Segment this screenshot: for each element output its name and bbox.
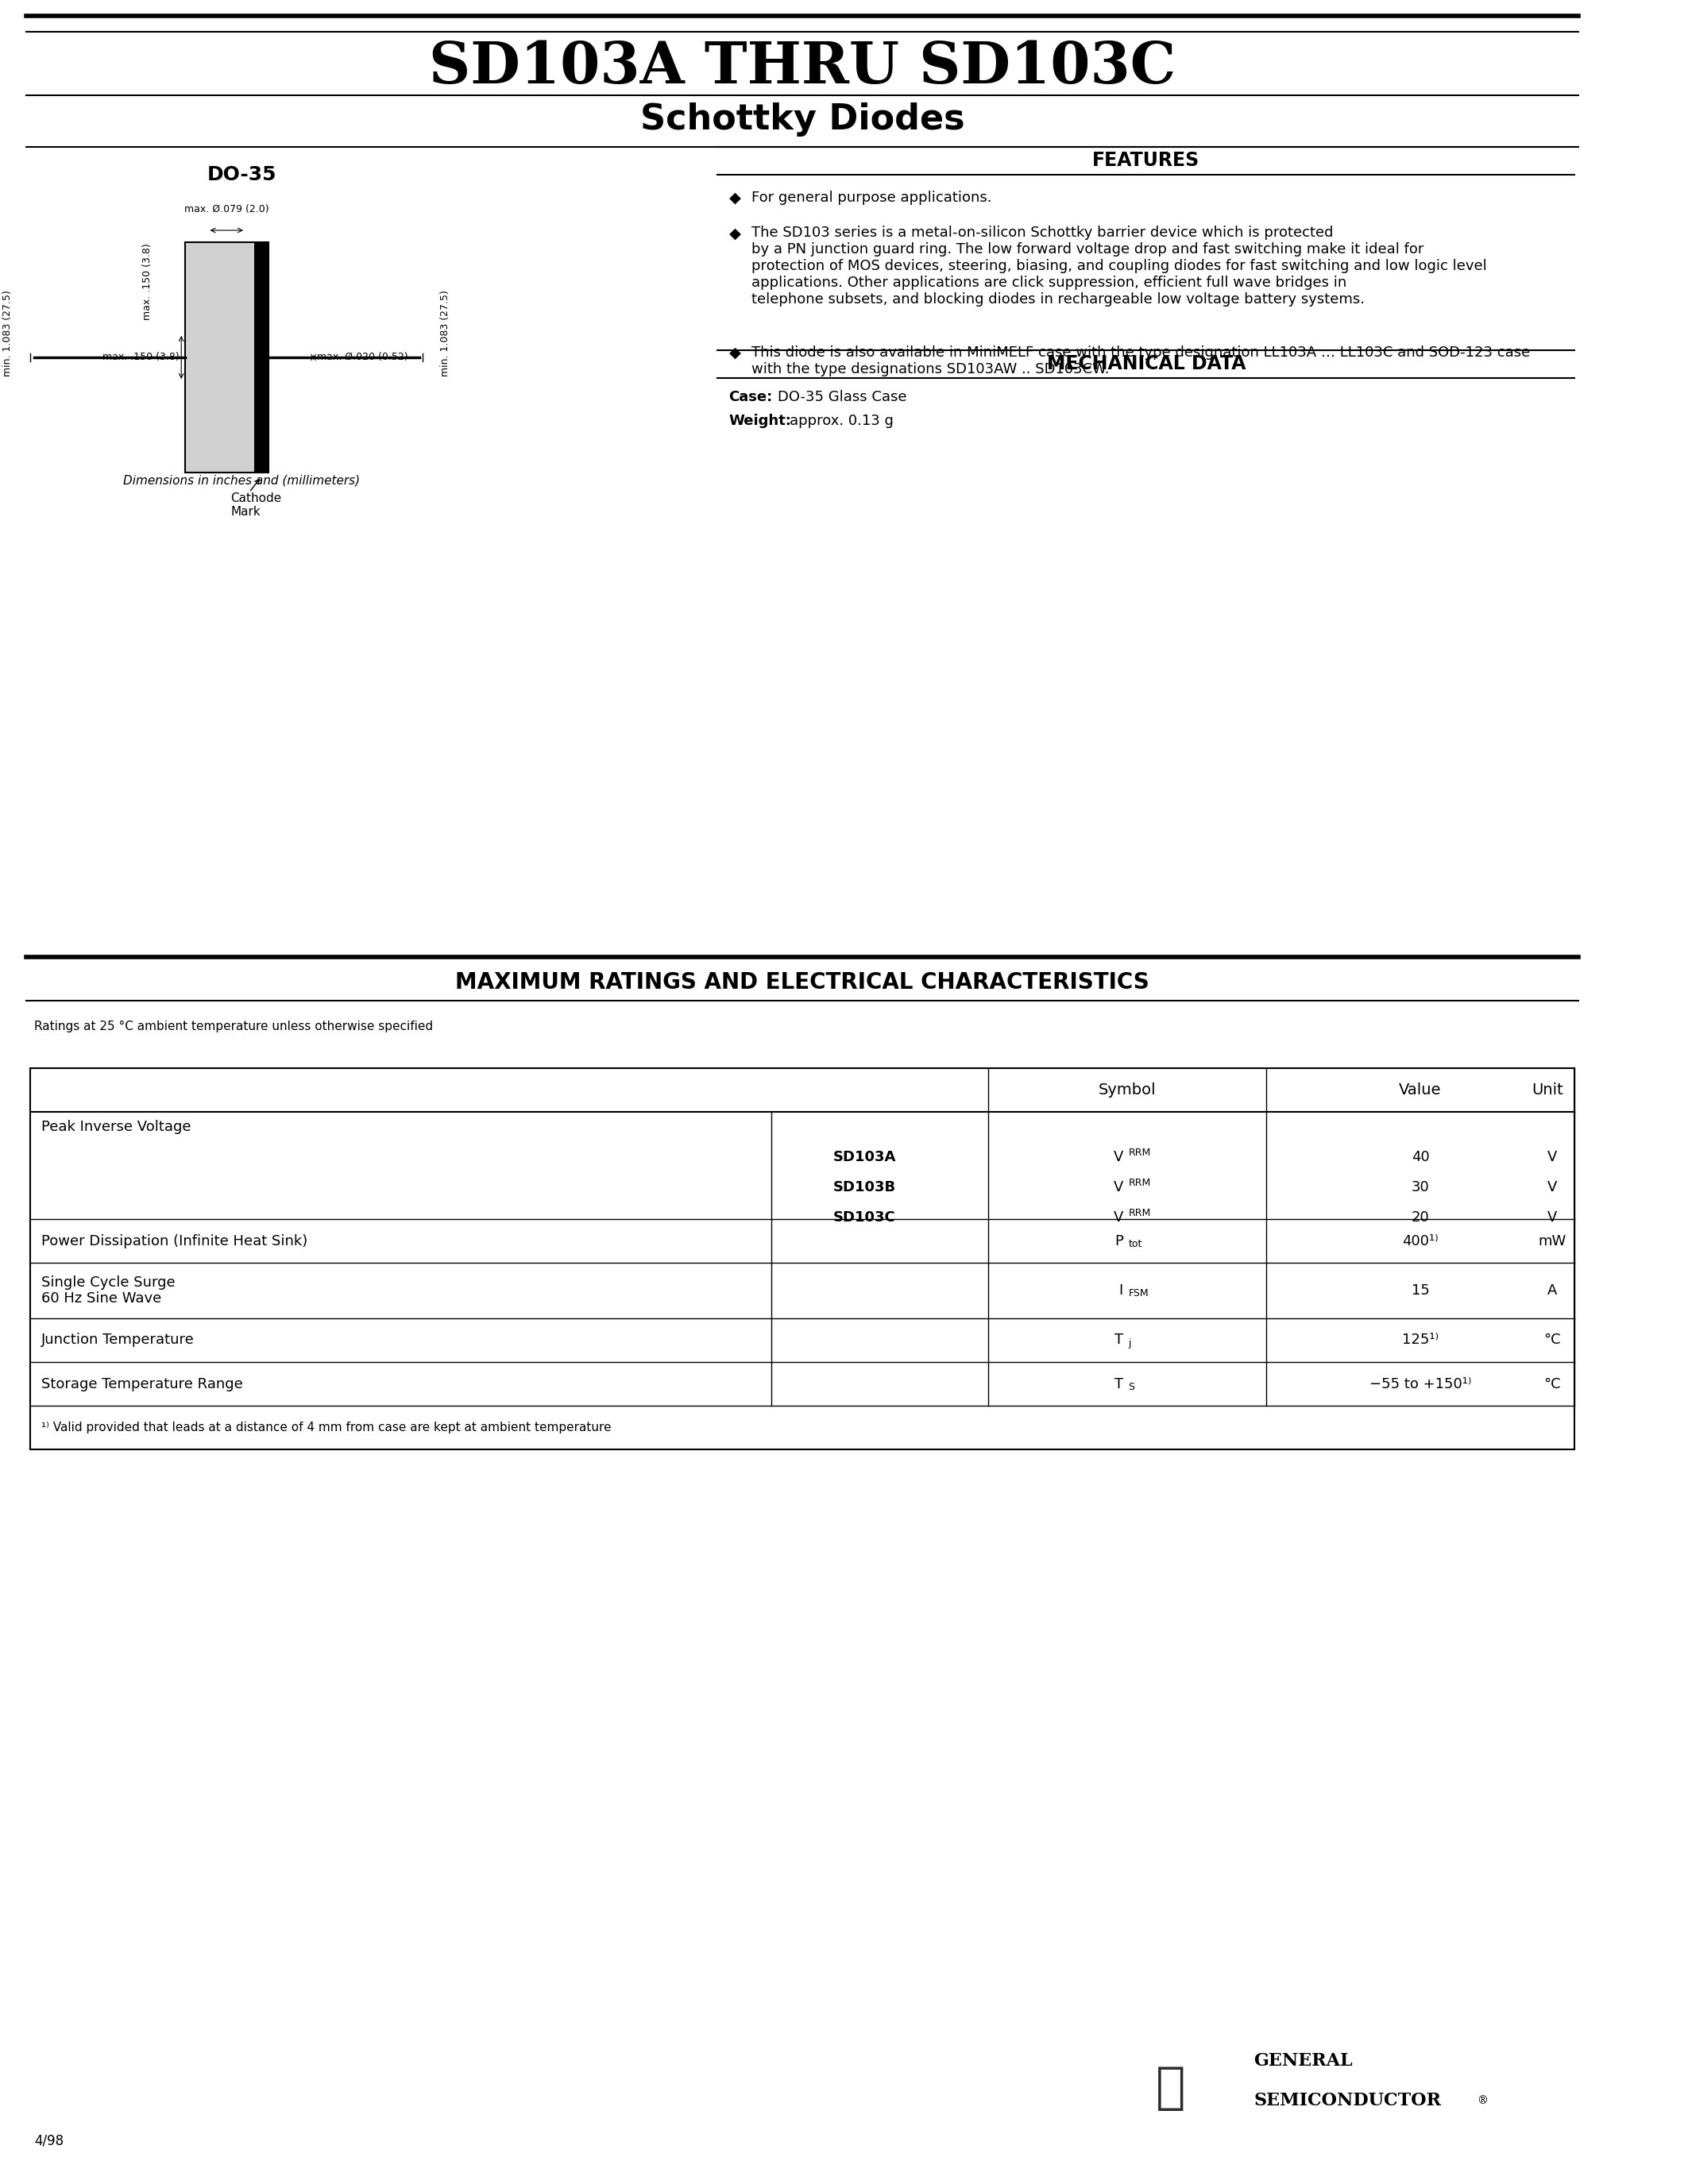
Text: Symbol: Symbol bbox=[1097, 1083, 1156, 1099]
Text: Junction Temperature: Junction Temperature bbox=[42, 1332, 194, 1348]
Text: MECHANICAL DATA: MECHANICAL DATA bbox=[1047, 354, 1246, 373]
Text: DO-35 Glass Case: DO-35 Glass Case bbox=[778, 391, 906, 404]
Text: max. Ø.020 (0.52): max. Ø.020 (0.52) bbox=[317, 352, 408, 363]
Text: The SD103 series is a metal-on-silicon Schottky barrier device which is protecte: The SD103 series is a metal-on-silicon S… bbox=[751, 225, 1487, 306]
Text: max. .150 (3.8): max. .150 (3.8) bbox=[142, 245, 152, 321]
Text: SD103A: SD103A bbox=[834, 1151, 896, 1164]
Text: A: A bbox=[1548, 1284, 1556, 1297]
Text: V: V bbox=[1548, 1151, 1556, 1164]
Text: j: j bbox=[1128, 1339, 1131, 1348]
Text: S: S bbox=[1128, 1382, 1134, 1391]
Text: 20: 20 bbox=[1411, 1210, 1430, 1225]
Text: ◆: ◆ bbox=[729, 190, 741, 205]
Text: T: T bbox=[1114, 1376, 1123, 1391]
Text: ◆: ◆ bbox=[729, 225, 741, 240]
Text: 30: 30 bbox=[1411, 1179, 1430, 1195]
Text: ¹⁾ Valid provided that leads at a distance of 4 mm from case are kept at ambient: ¹⁾ Valid provided that leads at a distan… bbox=[42, 1422, 611, 1433]
Text: T: T bbox=[1114, 1332, 1123, 1348]
Text: SD103A THRU SD103C: SD103A THRU SD103C bbox=[429, 39, 1177, 96]
Text: SD103B: SD103B bbox=[834, 1179, 896, 1195]
Bar bbox=[255, 242, 268, 472]
Text: SD103C: SD103C bbox=[834, 1210, 896, 1225]
Text: Peak Inverse Voltage: Peak Inverse Voltage bbox=[42, 1120, 191, 1133]
Text: Unit: Unit bbox=[1533, 1083, 1563, 1099]
Text: Case:: Case: bbox=[729, 391, 773, 404]
Text: Storage Temperature Range: Storage Temperature Range bbox=[42, 1376, 243, 1391]
Text: min. 1.083 (27.5): min. 1.083 (27.5) bbox=[2, 290, 14, 378]
Text: SEMICONDUCTOR: SEMICONDUCTOR bbox=[1254, 2092, 1442, 2110]
Text: °C: °C bbox=[1543, 1332, 1561, 1348]
Text: Ratings at 25 °C ambient temperature unless otherwise specified: Ratings at 25 °C ambient temperature unl… bbox=[34, 1020, 432, 1033]
Text: This diode is also available in MiniMELF case with the type designation LL103A …: This diode is also available in MiniMELF… bbox=[751, 345, 1531, 376]
Text: 4/98: 4/98 bbox=[34, 2134, 64, 2149]
Text: °C: °C bbox=[1543, 1376, 1561, 1391]
Text: Single Cycle Surge
60 Hz Sine Wave: Single Cycle Surge 60 Hz Sine Wave bbox=[42, 1275, 176, 1306]
Text: ®: ® bbox=[1477, 2094, 1487, 2105]
Bar bbox=[186, 242, 268, 472]
Text: Dimensions in inches and (millimeters): Dimensions in inches and (millimeters) bbox=[123, 474, 360, 487]
Text: 15: 15 bbox=[1411, 1284, 1430, 1297]
Text: V: V bbox=[1548, 1210, 1556, 1225]
Text: Ⓖ: Ⓖ bbox=[1156, 2064, 1185, 2112]
Text: FSM: FSM bbox=[1128, 1289, 1150, 1299]
Text: Schottky Diodes: Schottky Diodes bbox=[640, 103, 966, 135]
Text: V: V bbox=[1114, 1151, 1123, 1164]
Text: Weight:: Weight: bbox=[729, 413, 792, 428]
Text: MAXIMUM RATINGS AND ELECTRICAL CHARACTERISTICS: MAXIMUM RATINGS AND ELECTRICAL CHARACTER… bbox=[456, 972, 1150, 994]
Text: GENERAL: GENERAL bbox=[1254, 2053, 1352, 2070]
Text: tot: tot bbox=[1128, 1238, 1143, 1249]
Text: Value: Value bbox=[1399, 1083, 1442, 1099]
Text: FEATURES: FEATURES bbox=[1092, 151, 1200, 170]
Text: max. .150 (3.8): max. .150 (3.8) bbox=[103, 352, 179, 363]
Text: RRM: RRM bbox=[1128, 1147, 1151, 1158]
Text: I: I bbox=[1119, 1284, 1123, 1297]
Text: V: V bbox=[1114, 1210, 1123, 1225]
Text: V: V bbox=[1114, 1179, 1123, 1195]
Text: RRM: RRM bbox=[1128, 1208, 1151, 1219]
Text: DO-35: DO-35 bbox=[208, 166, 277, 183]
Text: ◆: ◆ bbox=[729, 345, 741, 360]
Text: −55 to +150¹⁾: −55 to +150¹⁾ bbox=[1369, 1376, 1472, 1391]
Text: min. 1.083 (27.5): min. 1.083 (27.5) bbox=[441, 290, 451, 378]
Text: 400¹⁾: 400¹⁾ bbox=[1403, 1234, 1438, 1247]
Text: Cathode
Mark: Cathode Mark bbox=[230, 491, 282, 518]
Text: approx. 0.13 g: approx. 0.13 g bbox=[790, 413, 893, 428]
Text: V: V bbox=[1548, 1179, 1556, 1195]
Text: 125¹⁾: 125¹⁾ bbox=[1403, 1332, 1438, 1348]
Text: mW: mW bbox=[1538, 1234, 1566, 1247]
Text: 40: 40 bbox=[1411, 1151, 1430, 1164]
Text: For general purpose applications.: For general purpose applications. bbox=[751, 190, 993, 205]
Text: max. Ø.079 (2.0): max. Ø.079 (2.0) bbox=[184, 203, 268, 214]
Text: P: P bbox=[1114, 1234, 1123, 1247]
Text: Power Dissipation (Infinite Heat Sink): Power Dissipation (Infinite Heat Sink) bbox=[42, 1234, 307, 1247]
Text: RRM: RRM bbox=[1128, 1177, 1151, 1188]
